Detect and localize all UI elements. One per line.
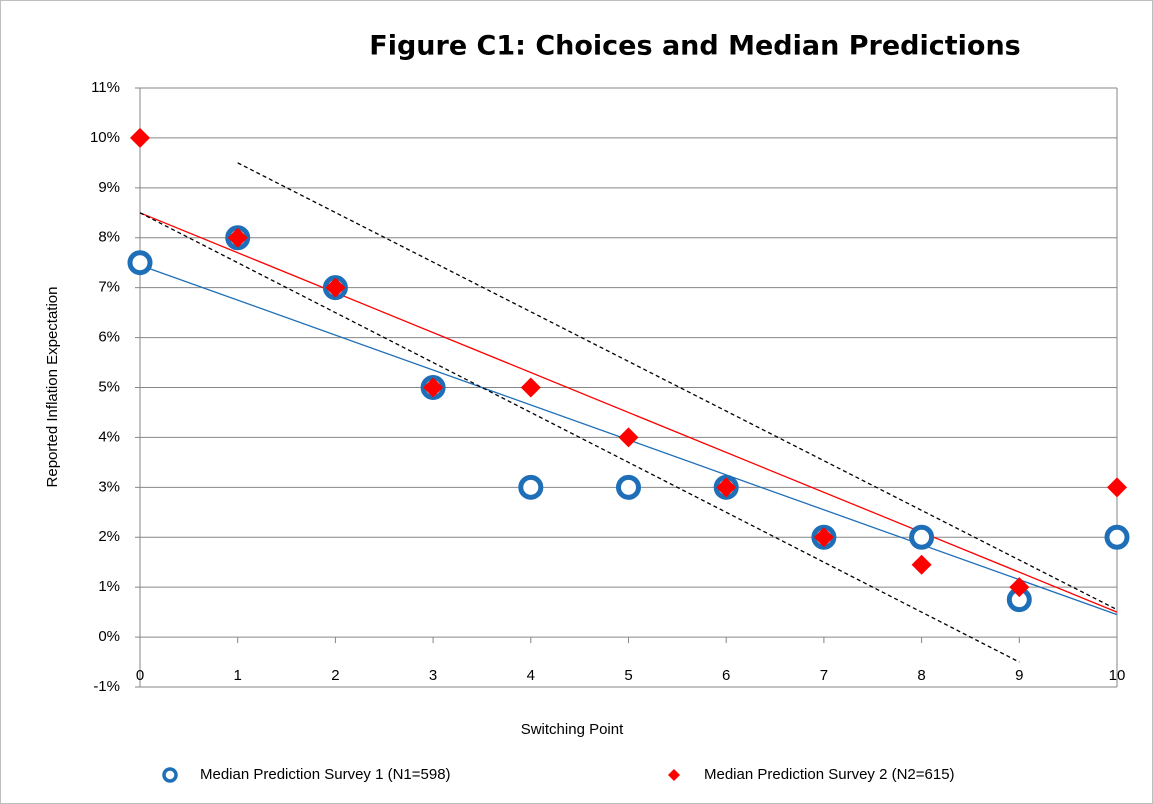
legend-label: Median Prediction Survey 1 (N1=598) [200, 766, 451, 783]
point [616, 474, 641, 500]
y-tick-label: 5% [98, 378, 120, 395]
y-tick-label: 11% [91, 79, 120, 96]
y-tick-label: 9% [98, 179, 120, 196]
x-tick-label: 0 [136, 667, 144, 684]
x-tick-label: 1 [234, 667, 242, 684]
x-tick-label: 10 [1109, 667, 1126, 684]
point [1009, 577, 1030, 598]
legend-marker [162, 767, 178, 783]
x-axis-label: Switching Point [521, 721, 624, 738]
point [911, 554, 932, 575]
x-tick-label: 3 [429, 667, 437, 684]
point [325, 277, 346, 298]
x-tick-label: 6 [722, 667, 730, 684]
y-tick-label: 10% [90, 129, 120, 146]
y-tick-label: 6% [98, 329, 120, 346]
y-tick-label: 3% [98, 478, 120, 495]
point [813, 527, 834, 548]
point [909, 524, 935, 550]
point [518, 474, 544, 500]
x-tick-label: 8 [917, 667, 925, 684]
point [618, 427, 639, 448]
y-tick-label: 2% [98, 528, 120, 545]
point [127, 250, 153, 276]
dashed-line [237, 162, 1118, 611]
y-tick-label: 7% [98, 279, 120, 296]
chart-title: Figure C1: Choices and Median Prediction… [369, 31, 1020, 62]
y-axis-label: Reported Inflation Expectation [44, 287, 61, 488]
point [227, 227, 248, 248]
y-tick-label: 0% [98, 628, 120, 645]
point [520, 377, 541, 398]
point [423, 377, 444, 398]
y-tick-label: 1% [98, 578, 120, 595]
x-tick-label: 4 [527, 667, 535, 684]
x-tick-label: 7 [820, 667, 828, 684]
point [1107, 477, 1127, 498]
point [716, 477, 737, 498]
y-tick-label: 4% [98, 428, 120, 445]
x-tick-label: 9 [1015, 667, 1023, 684]
x-tick-label: 5 [624, 667, 632, 684]
y-tick-label: -1% [93, 678, 120, 695]
point [1104, 524, 1130, 550]
dashed-line [139, 212, 1020, 663]
legend-label: Median Prediction Survey 2 (N2=615) [704, 766, 955, 783]
legend-marker [668, 769, 680, 781]
y-tick-label: 8% [98, 229, 120, 246]
point [130, 127, 150, 148]
x-tick-label: 2 [331, 667, 339, 684]
trend-line [139, 212, 1118, 613]
